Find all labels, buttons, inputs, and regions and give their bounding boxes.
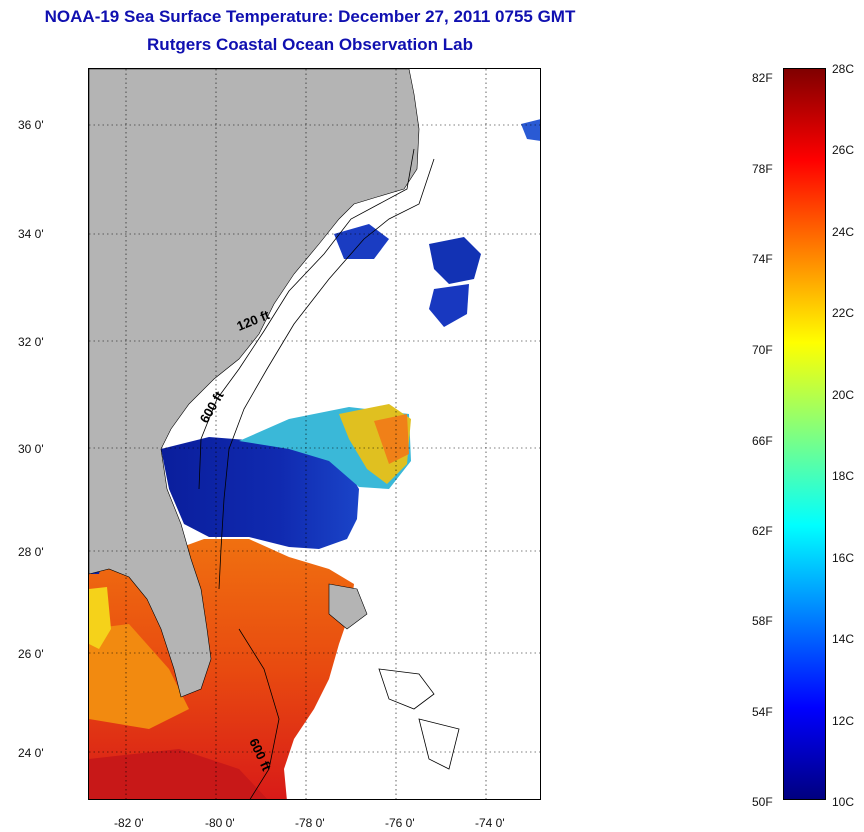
contour-600ft xyxy=(218,158,435,590)
temperature-colorbar xyxy=(783,68,826,800)
offshore-patch-1 xyxy=(429,237,481,284)
land-mainland xyxy=(89,69,420,698)
graticule xyxy=(89,69,540,799)
mid-warm-orange xyxy=(374,414,409,464)
colorbar-f-label-58: 58F xyxy=(752,614,773,628)
lat-label-28: 28 0' xyxy=(18,545,44,559)
lat-label-26: 26 0' xyxy=(18,647,44,661)
lon-label-74: -74 0' xyxy=(475,816,505,830)
gulf-red-south xyxy=(89,749,268,799)
colorbar-c-label-18: 18C xyxy=(832,469,855,483)
lon-label-78: -78 0' xyxy=(295,816,325,830)
lat-label-30: 30 0' xyxy=(18,442,44,456)
colorbar-f-label-62: 62F xyxy=(752,524,773,538)
bahamas-outline-2 xyxy=(378,668,435,710)
lon-label-76: -76 0' xyxy=(385,816,415,830)
lat-label-24: 24 0' xyxy=(18,746,44,760)
contour-600ft-south xyxy=(238,628,280,799)
colorbar-c-label-16: 16C xyxy=(832,551,855,565)
colorbar-c-label-20: 20C xyxy=(832,388,855,402)
offshore-patch-ne xyxy=(521,119,540,141)
lat-label-36: 36 0' xyxy=(18,118,44,132)
sst-map[interactable]: 120 ft 600 ft 600 ft xyxy=(88,68,541,800)
colorbar-c-label-12: 12C xyxy=(832,714,855,728)
contour-120ft xyxy=(198,148,415,490)
colorbar-f-label-82: 82F xyxy=(752,71,773,85)
bahamas-outline-3 xyxy=(418,718,460,770)
gulf-warm-east xyxy=(89,624,189,729)
map-title: NOAA-19 Sea Surface Temperature: Decembe… xyxy=(44,7,576,26)
colorbar-f-label-74: 74F xyxy=(752,252,773,266)
lon-label-80: -80 0' xyxy=(205,816,235,830)
colorbar-c-label-10: 10C xyxy=(832,795,855,809)
map-subtitle: Rutgers Coastal Ocean Observation Lab xyxy=(147,35,473,54)
colorbar-f-label-70: 70F xyxy=(752,343,773,357)
colorbar-f-label-50: 50F xyxy=(752,795,773,809)
colorbar-c-label-26: 26C xyxy=(832,143,855,157)
lat-label-32: 32 0' xyxy=(18,335,44,349)
colorbar-c-label-24: 24C xyxy=(832,225,855,239)
cold-water-region xyxy=(161,437,359,549)
contour-label-600ft: 600 ft xyxy=(197,388,227,425)
colorbar-c-label-22: 22C xyxy=(832,306,855,320)
colorbar-f-label-78: 78F xyxy=(752,162,773,176)
colorbar-f-label-54: 54F xyxy=(752,705,773,719)
colorbar-c-label-28: 28C xyxy=(832,62,855,76)
lat-label-34: 34 0' xyxy=(18,227,44,241)
sst-map-canvas: 120 ft 600 ft 600 ft xyxy=(89,69,540,799)
colorbar-c-label-14: 14C xyxy=(832,632,855,646)
gulf-yellow-patch xyxy=(89,587,111,649)
offshore-patch-2 xyxy=(429,284,469,327)
colorbar-f-label-66: 66F xyxy=(752,434,773,448)
lon-label-82: -82 0' xyxy=(114,816,144,830)
bahamas-outline xyxy=(328,583,368,630)
